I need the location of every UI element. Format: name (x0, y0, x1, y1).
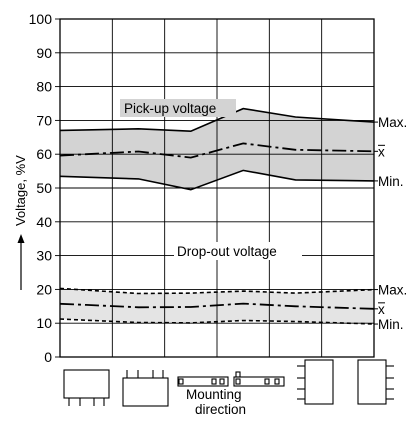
y-tick-label-10: 10 (36, 315, 52, 331)
band-1-mean-line (59, 302, 375, 310)
y-tick-label-30: 30 (36, 248, 52, 264)
grid-layer (55, 18, 375, 358)
mounting-icons (63, 359, 394, 407)
mounting-6-icon (357, 359, 394, 405)
band-0-mean-line (59, 142, 375, 159)
y-tick-label-80: 80 (36, 79, 52, 95)
band-1-max-line (59, 287, 375, 295)
band-0-max-label: Max. (378, 115, 407, 130)
band-0-mean-label: x (378, 144, 385, 159)
y-axis-title: Voltage, %V (13, 155, 28, 290)
y-tick-label-50: 50 (36, 180, 52, 196)
band-1-max-label: Max. (378, 283, 407, 298)
y-tick-label-0: 0 (44, 349, 52, 365)
pickup-label-bg (120, 99, 236, 117)
band-0-min-line (59, 169, 375, 191)
series-lines-layer (59, 107, 375, 325)
mounting-1-icon (63, 369, 110, 406)
x-axis-label-line1: Mounting (186, 387, 242, 402)
dropout-label-bg (174, 242, 302, 260)
y-tick-label-70: 70 (36, 112, 52, 128)
band-0-min-label: Min. (378, 174, 404, 189)
y-axis-arrow-head (17, 234, 25, 243)
band-1-min-line (59, 318, 375, 325)
band-0-max-line (59, 107, 375, 133)
plot-frame (59, 18, 375, 358)
y-tick-labels: 0 10 20 30 40 50 60 70 80 90 100 (29, 11, 53, 365)
band-1-mean-label: x (378, 302, 385, 317)
pickup-annotation: Pick-up voltage (124, 101, 216, 116)
x-axis-label-line2: direction (195, 402, 246, 417)
y-tick-label-90: 90 (36, 45, 52, 61)
y-tick-label-100: 100 (29, 11, 53, 27)
mounting-4-icon (233, 371, 285, 387)
mounting-5-icon (297, 359, 334, 405)
y-tick-label-40: 40 (36, 214, 52, 230)
dropout-annotation: Drop-out voltage (177, 244, 277, 259)
mounting-2-icon (122, 370, 169, 407)
y-axis-label: Voltage, %V (13, 155, 28, 226)
mounting-3-icon (177, 376, 229, 387)
y-tick-label-20: 20 (36, 281, 52, 297)
band-1-min-label: Min. (378, 317, 404, 332)
y-tick-label-60: 60 (36, 146, 52, 162)
